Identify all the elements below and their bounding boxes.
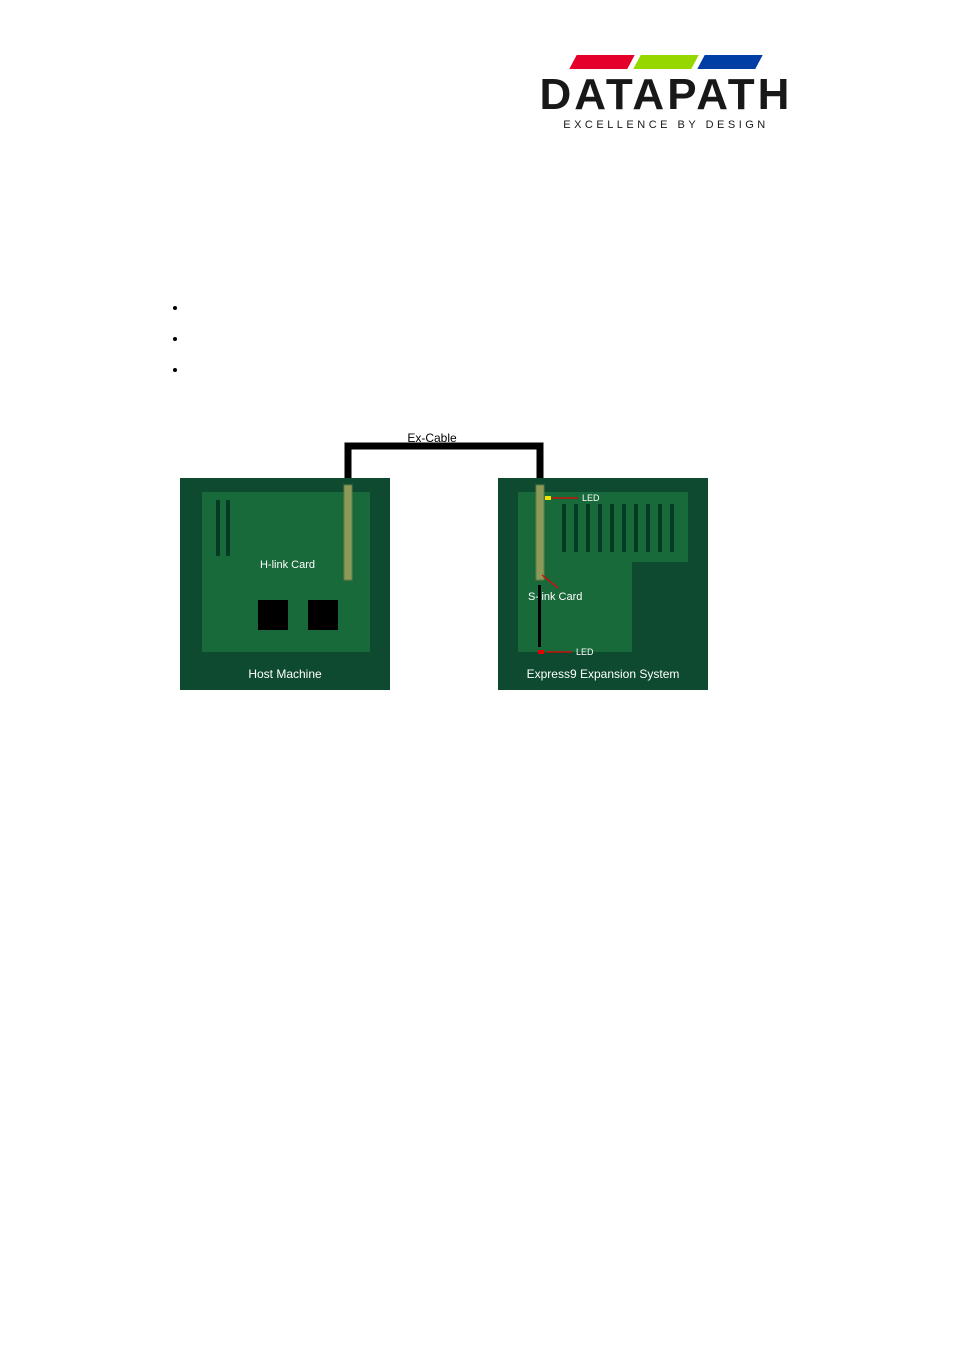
host-slot: [226, 500, 230, 556]
exp-slot: [658, 504, 662, 552]
exp-slot: [670, 504, 674, 552]
host-title: Host Machine: [248, 667, 322, 681]
exp-slot: [574, 504, 578, 552]
stripe-red: [569, 55, 634, 69]
led-yellow: [545, 496, 551, 500]
led-red: [538, 650, 544, 654]
connection-diagram: Ex-Cable H-link Card Host Machine LED: [180, 430, 720, 700]
brand-logo: DATAPATH EXCELLENCE BY DESIGN: [516, 55, 816, 131]
expansion-title: Express9 Expansion System: [527, 667, 680, 681]
logo-brand-text: DATAPATH: [516, 73, 816, 117]
host-chip: [258, 600, 288, 630]
logo-tagline: EXCELLENCE BY DESIGN: [516, 119, 816, 131]
exp-slot: [586, 504, 590, 552]
list-item: [188, 331, 800, 348]
h-link-card: [344, 485, 352, 580]
led-label-top: LED: [582, 493, 600, 503]
exp-lower-slot: [538, 585, 541, 647]
document-body: [160, 300, 800, 393]
exp-slot: [610, 504, 614, 552]
s-link-label: S-link Card: [528, 591, 582, 603]
exp-slot: [646, 504, 650, 552]
s-link-card: [536, 485, 544, 580]
exp-slot: [634, 504, 638, 552]
stripe-blue: [697, 55, 762, 69]
logo-stripes: [516, 55, 816, 69]
led-label-bottom: LED: [576, 647, 594, 657]
exp-slot: [622, 504, 626, 552]
cable-label: Ex-Cable: [407, 431, 457, 445]
list-item: [188, 362, 800, 379]
host-chip: [308, 600, 338, 630]
list-item: [188, 300, 800, 317]
diagram-svg: Ex-Cable H-link Card Host Machine LED: [180, 430, 720, 700]
host-slot: [216, 500, 220, 556]
exp-slot: [598, 504, 602, 552]
exp-slot: [562, 504, 566, 552]
stripe-green: [633, 55, 698, 69]
bullet-list: [160, 300, 800, 379]
h-link-label: H-link Card: [260, 559, 315, 571]
